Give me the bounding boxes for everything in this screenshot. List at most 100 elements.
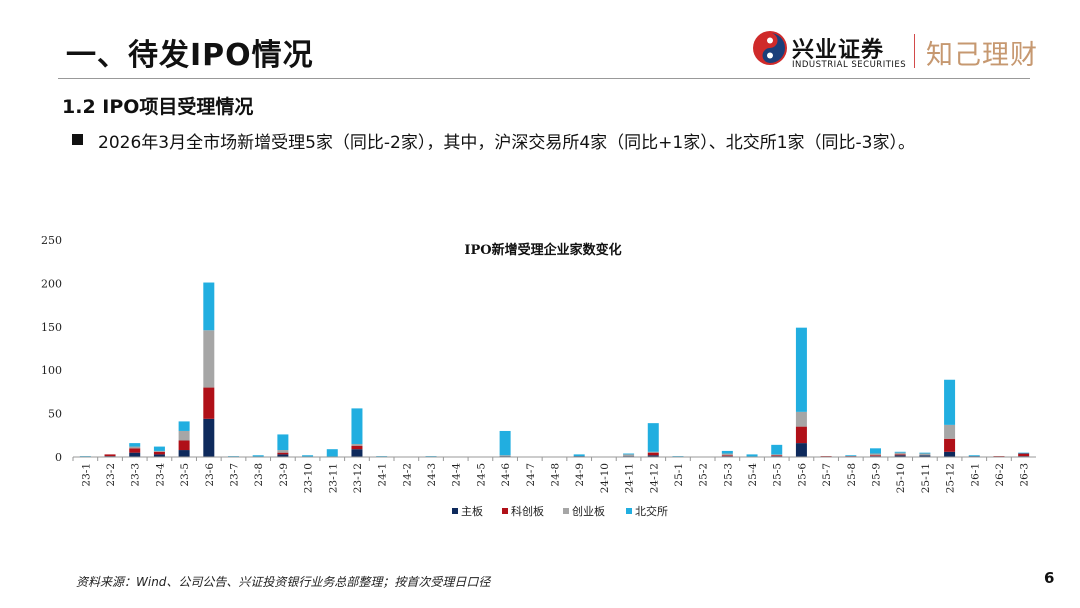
- x-tick-label: 23-1: [80, 463, 92, 487]
- bar-series: [79, 282, 1030, 457]
- logo-brand-text: 兴业证券: [792, 38, 885, 63]
- bar-segment: [178, 440, 190, 451]
- bar-segment: [153, 446, 165, 451]
- legend-swatch: [502, 508, 508, 514]
- bar-segment: [845, 455, 857, 457]
- chart-title: IPO新增受理企业家数变化: [464, 242, 621, 258]
- x-tick-label: 25-11: [920, 463, 932, 493]
- source-note: 资料来源：Wind、公司公告、兴证投资银行业务总部整理；按首次受理日口径: [76, 575, 491, 589]
- logo-brand-english: INDUSTRIAL SECURITIES: [792, 60, 907, 70]
- bar-segment: [178, 421, 190, 431]
- bar-segment: [178, 430, 190, 441]
- bar-segment: [277, 452, 289, 455]
- bar-segment: [795, 327, 807, 412]
- bar-segment: [870, 453, 881, 456]
- x-tick-label: 24-11: [624, 463, 636, 493]
- x-tick-label: 25-4: [747, 463, 759, 487]
- x-tick-label: 25-9: [871, 463, 883, 487]
- x-tick-label: 25-8: [846, 463, 858, 487]
- bar-segment: [771, 455, 783, 457]
- bar-segment: [623, 454, 635, 457]
- bar-segment: [203, 418, 215, 457]
- bar-segment: [178, 450, 190, 457]
- page-number: 6: [1044, 569, 1055, 587]
- x-tick-label: 24-10: [599, 463, 611, 493]
- bar-segment: [894, 455, 906, 457]
- x-tick-label: 24-5: [475, 463, 487, 487]
- x-tick-label: 23-3: [130, 463, 142, 487]
- bar-segment: [203, 387, 215, 419]
- bar-segment: [129, 446, 141, 449]
- bar-segment: [326, 449, 338, 457]
- x-axis: 23-1 23-2 23-3 23-4 23-5 23-6 23-7 23-8 23-9 23-1…: [72, 457, 1031, 493]
- bar-segment: [919, 455, 931, 457]
- bar-segment: [894, 451, 906, 453]
- bar-segment: [277, 454, 289, 457]
- x-tick-label: 23-12: [352, 463, 364, 493]
- bar-segment: [153, 454, 165, 457]
- bar-segment: [104, 454, 116, 457]
- chart-legend: 主板 科创板 创业板 北交所: [452, 504, 668, 518]
- bar-segment: [499, 430, 511, 456]
- legend-label: 科创板: [511, 504, 544, 518]
- bar-segment: [870, 455, 881, 457]
- y-tick-label: 50: [48, 408, 62, 421]
- company-logo: 兴业证券 INDUSTRIAL SECURITIES 知己理财: [752, 30, 1038, 74]
- header-divider: [58, 78, 1030, 79]
- bar-segment: [894, 452, 906, 455]
- bar-segment: [771, 454, 783, 456]
- x-tick-label: 24-9: [574, 463, 586, 487]
- x-tick-label: 24-3: [426, 463, 438, 487]
- bar-segment: [252, 455, 264, 457]
- x-tick-label: 25-7: [821, 463, 833, 487]
- bar-segment: [129, 452, 141, 457]
- legend-swatch: [452, 508, 458, 514]
- x-tick-label: 24-6: [500, 463, 512, 487]
- legend-label: 北交所: [635, 504, 668, 518]
- x-tick-label: 24-12: [648, 463, 660, 493]
- bar-segment: [351, 443, 363, 446]
- x-tick-label: 23-5: [179, 463, 191, 487]
- bar-segment: [623, 453, 635, 455]
- bar-segment: [203, 282, 215, 331]
- bar-segment: [919, 452, 931, 454]
- bar-segment: [721, 450, 733, 454]
- x-tick-label: 25-1: [673, 463, 685, 487]
- bar-segment: [573, 454, 585, 457]
- summary-text: 2026年3月全市场新增受理5家（同比-2家），其中，沪深交易所4家（同比+1家…: [98, 133, 915, 153]
- x-tick-label: 23-4: [154, 463, 166, 487]
- x-tick-label: 26-1: [969, 463, 981, 487]
- bar-segment: [795, 426, 807, 444]
- x-tick-label: 25-10: [895, 463, 907, 493]
- x-tick-label: 24-1: [377, 463, 389, 487]
- x-tick-label: 23-11: [327, 463, 339, 493]
- bar-segment: [351, 449, 363, 457]
- bar-segment: [894, 454, 906, 456]
- x-tick-label: 25-2: [698, 463, 710, 487]
- bar-segment: [277, 434, 289, 451]
- x-tick-label: 25-6: [796, 463, 808, 487]
- bar-segment: [1018, 453, 1030, 457]
- bar-segment: [647, 455, 659, 457]
- x-tick-label: 24-4: [451, 463, 463, 487]
- x-tick-label: 24-8: [550, 463, 562, 487]
- y-tick-label: 100: [41, 364, 62, 377]
- section-title: 1.2 IPO项目受理情况: [62, 96, 254, 118]
- bar-segment: [647, 452, 659, 456]
- bar-segment: [746, 454, 758, 457]
- bar-segment: [944, 379, 956, 425]
- y-tick-label: 0: [55, 451, 62, 464]
- x-tick-label: 23-7: [229, 463, 241, 487]
- x-tick-label: 23-2: [105, 463, 117, 487]
- x-tick-label: 23-10: [303, 463, 315, 493]
- legend-swatch: [563, 508, 569, 514]
- logo-slogan: 知己理财: [926, 40, 1038, 71]
- bar-segment: [351, 445, 363, 450]
- x-tick-label: 24-7: [525, 463, 537, 487]
- legend-label: 主板: [461, 504, 483, 518]
- bar-segment: [1018, 452, 1030, 454]
- x-tick-label: 23-6: [204, 463, 216, 487]
- legend-swatch: [626, 508, 632, 514]
- y-tick-label: 250: [41, 234, 62, 247]
- x-tick-label: 24-2: [401, 463, 413, 487]
